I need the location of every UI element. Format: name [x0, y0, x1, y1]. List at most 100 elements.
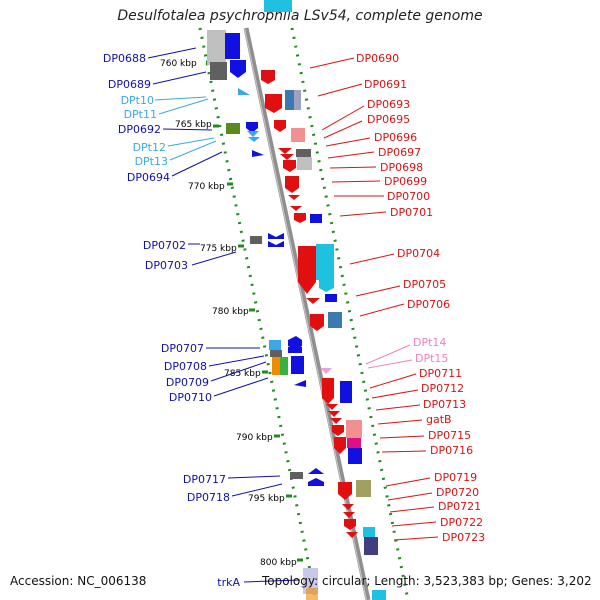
gene-arrow [322, 378, 334, 404]
gene-label[interactable]: DP0716 [430, 444, 473, 457]
gene-label[interactable]: DP0701 [390, 206, 433, 219]
gene-box [364, 537, 378, 555]
leader-line [325, 137, 371, 147]
gene-label[interactable]: DP0698 [380, 161, 423, 174]
gene-box [272, 357, 280, 375]
gene-arrow [283, 160, 296, 172]
leader-line [158, 98, 209, 115]
trna-label[interactable]: DPt12 [133, 141, 166, 154]
gene-label[interactable]: trkA [217, 576, 240, 589]
gene-box [306, 588, 318, 600]
gene-label[interactable]: DP0720 [436, 486, 479, 499]
ruler-label: 785 kbp [224, 369, 261, 379]
gene-label[interactable]: DP0712 [421, 382, 464, 395]
gene-label[interactable]: DP0719 [434, 471, 477, 484]
ruler-label: 775 kbp [200, 244, 237, 254]
trna-label[interactable]: DPt13 [135, 155, 168, 168]
leader-line [210, 361, 267, 382]
gene-box [296, 149, 311, 157]
gene-box [294, 90, 301, 110]
gene-label[interactable]: DP0707 [161, 342, 204, 355]
trna-label[interactable]: DPt10 [121, 94, 154, 107]
gene-label[interactable]: DP0721 [438, 500, 481, 513]
gene-label[interactable]: DP0696 [374, 131, 417, 144]
gene-box [285, 90, 294, 110]
gene-label[interactable]: DP0713 [423, 398, 466, 411]
leader-line [371, 389, 419, 399]
leader-line [391, 521, 437, 527]
gene-arrow [310, 314, 324, 331]
gene-label[interactable]: DP0709 [166, 376, 209, 389]
trna-label[interactable]: DPt14 [413, 336, 446, 349]
ruler-label: 795 kbp [248, 494, 285, 504]
gene-arrow [246, 122, 258, 133]
trna-label[interactable]: DPt11 [124, 108, 157, 121]
gene-label[interactable]: DP0697 [378, 146, 421, 159]
gene-label[interactable]: DP0692 [118, 123, 161, 136]
gene-arrow [288, 336, 302, 346]
gene-arrow [290, 206, 302, 211]
gene-box [207, 30, 226, 65]
leader-line [385, 477, 431, 487]
gene-arrow [330, 418, 342, 424]
gene-label[interactable]: DP0702 [143, 239, 186, 252]
leader-line [191, 251, 237, 266]
gene-arrow [308, 468, 324, 474]
leader-line [339, 211, 387, 217]
scale-left [198, 27, 318, 600]
leader-line [154, 96, 207, 101]
gene-label[interactable]: DP0691 [364, 78, 407, 91]
gene-label[interactable]: DP0689 [108, 78, 151, 91]
gene-label[interactable]: DP0695 [367, 113, 410, 126]
ruler-label: 765 kbp [175, 120, 212, 130]
leader-line [377, 419, 423, 425]
gene-label[interactable]: DP0722 [440, 516, 483, 529]
gene-box [356, 480, 371, 497]
gene-box [210, 62, 227, 80]
gene-label[interactable]: DP0705 [403, 278, 446, 291]
gene-arrow [294, 380, 306, 387]
gene-label[interactable]: DP0694 [127, 171, 170, 184]
leader-line [317, 83, 363, 97]
leader-line [323, 120, 363, 139]
leader-line [152, 71, 207, 85]
gene-box [270, 350, 282, 357]
trna-label[interactable]: DPt15 [415, 352, 448, 365]
ruler-label: 760 kbp [160, 59, 197, 69]
gene-label[interactable]: gatB [426, 413, 452, 426]
gene-label[interactable]: DP0711 [419, 367, 462, 380]
gene-box [363, 527, 375, 537]
gene-label[interactable]: DP0715 [428, 429, 471, 442]
gene-label[interactable]: DP0710 [169, 391, 212, 404]
leader-line [359, 303, 405, 317]
right-strand-genes [261, 0, 386, 600]
leader-line [327, 151, 375, 159]
gene-arrow [230, 60, 246, 78]
gene-label[interactable]: DP0699 [384, 175, 427, 188]
gene-label[interactable]: DP0703 [145, 259, 188, 272]
gene-box [250, 236, 262, 244]
gene-label[interactable]: DP0704 [397, 247, 440, 260]
leader-line [243, 579, 301, 583]
leader-line [227, 475, 281, 479]
gene-label[interactable]: DP0690 [356, 52, 399, 65]
gene-label[interactable]: DP0717 [183, 473, 226, 486]
gene-label[interactable]: DP0693 [367, 98, 410, 111]
gene-arrow [332, 425, 344, 436]
gene-box [316, 244, 334, 280]
gene-arrow [334, 437, 346, 454]
gene-label[interactable]: DP0706 [407, 298, 450, 311]
left-label-lines [147, 47, 301, 583]
gene-label[interactable]: DP0723 [442, 531, 485, 544]
gene-box [346, 420, 362, 438]
gene-label[interactable]: DP0688 [103, 52, 146, 65]
gene-label[interactable]: DP0718 [187, 491, 230, 504]
leader-line [349, 253, 395, 265]
gene-label[interactable]: DP0700 [387, 190, 430, 203]
gene-label[interactable]: DP0708 [164, 360, 207, 373]
leader-line [208, 355, 265, 367]
gene-arrow [288, 195, 300, 200]
gene-box [280, 357, 288, 375]
gene-arrow [278, 148, 292, 154]
